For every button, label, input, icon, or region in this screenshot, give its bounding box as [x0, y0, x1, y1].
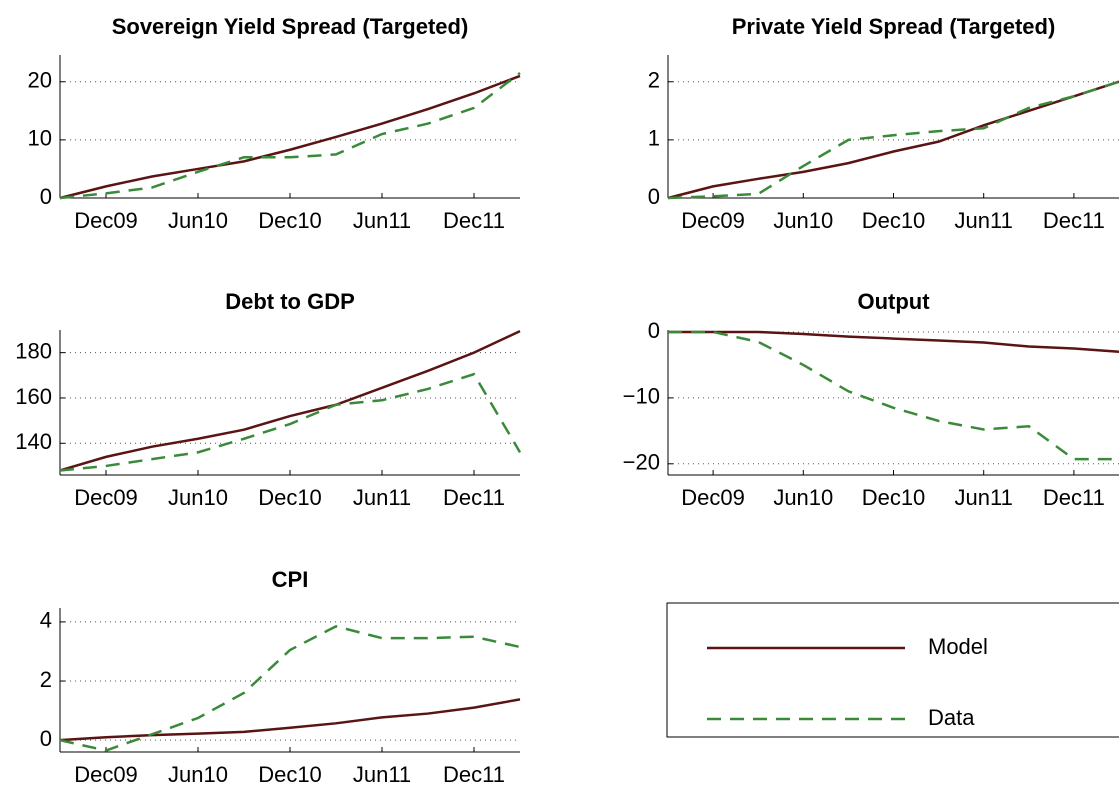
- x-tick-label: Dec11: [1043, 485, 1105, 510]
- series-line: [59, 330, 521, 472]
- x-tick-label: Dec09: [74, 762, 138, 787]
- x-tick-label: Dec09: [74, 485, 138, 510]
- y-tick-label: 1: [648, 126, 660, 151]
- series-line: [59, 625, 521, 752]
- series-line: [59, 372, 522, 472]
- x-tick-label: Jun10: [773, 485, 833, 510]
- chart-title: Sovereign Yield Spread (Targeted): [112, 14, 469, 39]
- y-tick-label: 0: [648, 184, 660, 209]
- y-tick-label: 2: [40, 667, 52, 692]
- series-line: [59, 698, 521, 742]
- x-tick-label: Jun11: [353, 208, 411, 233]
- series-line: [667, 80, 1119, 200]
- legend-label: Data: [928, 705, 975, 730]
- x-tick-label: Dec10: [258, 762, 322, 787]
- x-tick-label: Dec10: [862, 485, 926, 510]
- x-tick-label: Dec11: [1043, 208, 1105, 233]
- series-line: [668, 330, 1119, 461]
- chart-title: Private Yield Spread (Targeted): [732, 14, 1056, 39]
- x-tick-label: Dec10: [862, 208, 926, 233]
- x-tick-label: Dec11: [443, 208, 505, 233]
- x-tick-label: Dec09: [74, 208, 138, 233]
- y-tick-label: 4: [40, 608, 52, 633]
- x-tick-label: Jun11: [955, 208, 1013, 233]
- x-tick-label: Dec11: [443, 485, 505, 510]
- x-tick-label: Jun10: [168, 208, 228, 233]
- y-tick-label: 0: [40, 184, 52, 209]
- y-tick-label: 0: [40, 726, 52, 751]
- chart-title: CPI: [272, 567, 309, 592]
- series-line: [59, 74, 521, 200]
- x-tick-label: Dec10: [258, 485, 322, 510]
- y-tick-label: 20: [28, 68, 52, 93]
- x-tick-label: Dec09: [681, 208, 745, 233]
- series-line: [59, 72, 521, 200]
- chart-title: Output: [857, 289, 930, 314]
- x-tick-label: Jun10: [773, 208, 833, 233]
- y-tick-label: 180: [15, 338, 52, 363]
- y-tick-label: −10: [623, 384, 660, 409]
- series-line: [668, 330, 1119, 353]
- x-tick-label: Jun11: [353, 485, 411, 510]
- chart-title: Debt to GDP: [225, 289, 355, 314]
- legend-label: Model: [928, 634, 988, 659]
- y-tick-label: 2: [648, 68, 660, 93]
- y-tick-label: 160: [15, 384, 52, 409]
- y-tick-label: 0: [648, 318, 660, 343]
- y-tick-label: 140: [15, 429, 52, 454]
- x-tick-label: Dec10: [258, 208, 322, 233]
- x-tick-label: Dec11: [443, 762, 505, 787]
- x-tick-label: Jun11: [353, 762, 411, 787]
- y-tick-label: −20: [623, 450, 660, 475]
- x-tick-label: Dec09: [681, 485, 745, 510]
- series-line: [667, 80, 1119, 200]
- x-tick-label: Jun11: [955, 485, 1013, 510]
- legend-box: [666, 602, 1119, 738]
- x-tick-label: Jun10: [168, 762, 228, 787]
- y-tick-label: 10: [28, 126, 52, 151]
- x-tick-label: Jun10: [168, 485, 228, 510]
